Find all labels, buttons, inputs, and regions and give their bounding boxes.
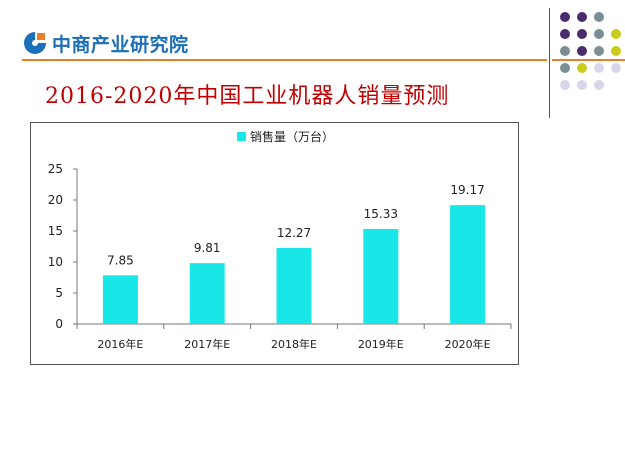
data-label: 19.17 [450, 183, 484, 197]
data-label: 12.27 [277, 226, 311, 240]
decorative-dot-grid [556, 8, 625, 108]
bar [276, 247, 312, 324]
logo-mark-icon [24, 32, 46, 54]
decor-dot [560, 46, 570, 56]
logo: 中商产业研究院 [22, 30, 189, 56]
decor-dot [594, 63, 604, 73]
y-tick-label: 20 [48, 193, 63, 207]
data-label: 15.33 [364, 207, 398, 221]
bar-chart: 销售量（万台） 0 5 10 15 20 25 7.85 2016年E 9.81 2017年E 12.… [48, 129, 512, 351]
decor-dot [611, 63, 621, 73]
x-tick-label: 2018年E [271, 337, 317, 351]
bar [102, 275, 138, 324]
decor-dot [594, 80, 604, 90]
legend-swatch [237, 132, 246, 141]
x-tick-label: 2016年E [97, 337, 143, 351]
decor-dot [594, 29, 604, 39]
decor-dot [577, 80, 587, 90]
decor-dot [560, 63, 570, 73]
decor-dot [611, 46, 621, 56]
y-tick-label: 5 [55, 286, 63, 300]
bar [363, 228, 399, 324]
x-tick-label: 2017年E [184, 337, 230, 351]
decor-dot [577, 63, 587, 73]
data-label: 9.81 [194, 241, 221, 255]
decor-dot [577, 12, 587, 22]
y-tick-label: 15 [48, 224, 63, 238]
legend-label: 销售量（万台） [250, 129, 334, 144]
decor-dot [577, 46, 587, 56]
y-tick-label: 25 [48, 162, 63, 176]
y-tick-label: 0 [55, 317, 63, 331]
header-divider-line [22, 59, 547, 61]
chart-title: 2016-2020年中国工业机器人销量预测 [45, 84, 450, 109]
data-label: 7.85 [107, 253, 134, 267]
bar [450, 205, 486, 324]
header-divider-line-right [552, 59, 625, 61]
decor-dot [594, 46, 604, 56]
x-tick-label: 2019年E [358, 337, 404, 351]
x-tick-label: 2020年E [445, 337, 491, 351]
decor-vertical-line [549, 8, 550, 118]
decor-dot [560, 29, 570, 39]
y-tick-label: 10 [48, 255, 63, 269]
decor-dot [577, 29, 587, 39]
chart-container: 销售量（万台） 0 5 10 15 20 25 7.85 2016年E 9.81 2017年E 12.… [30, 122, 519, 365]
decor-dot [594, 12, 604, 22]
decor-dot [611, 29, 621, 39]
logo-text: 中商产业研究院 [52, 33, 189, 56]
bar [189, 263, 225, 324]
decor-dot [560, 12, 570, 22]
decor-dot [560, 80, 570, 90]
